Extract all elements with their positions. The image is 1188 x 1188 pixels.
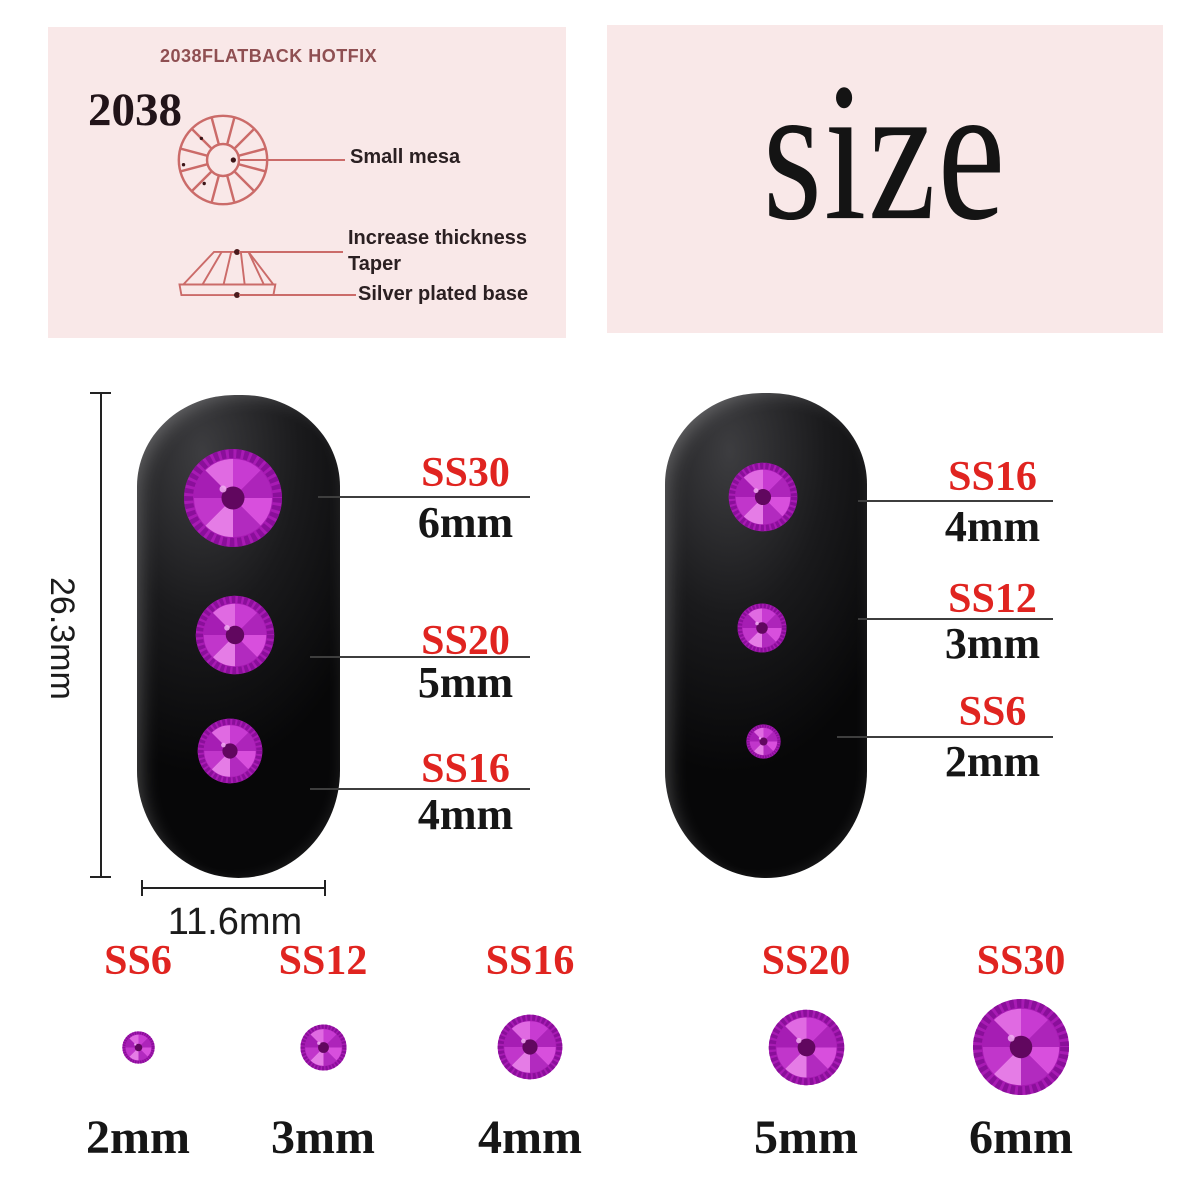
size-chart-ss-label: SS6 bbox=[104, 938, 172, 984]
leader-line-silver-base bbox=[239, 294, 356, 296]
marker-dot bbox=[234, 292, 240, 298]
callout-line bbox=[837, 736, 1053, 738]
callout-line bbox=[310, 656, 530, 658]
size-chart-column: SS16 4mm bbox=[450, 940, 610, 1162]
callout-ss-label: SS16 bbox=[421, 746, 510, 792]
size-chart-column: SS12 3mm bbox=[243, 940, 403, 1162]
callout-ss-label: SS20 bbox=[421, 618, 510, 664]
callout-line bbox=[858, 618, 1053, 620]
callout-ss-label: SS16 bbox=[948, 454, 1037, 500]
rhinestone-sample bbox=[450, 992, 610, 1102]
spec-panel: 2038FLATBACK HOTFIX 2038 Small mesa Incr… bbox=[48, 27, 566, 338]
dimension-tick bbox=[141, 880, 143, 896]
size-chart-column: SS30 6mm bbox=[941, 940, 1101, 1162]
rhinestone-ss30 bbox=[183, 448, 283, 548]
size-chart-ss-label: SS20 bbox=[761, 938, 851, 984]
rhinestone-ss12 bbox=[300, 1024, 347, 1071]
size-chart-column: SS20 5mm bbox=[726, 940, 886, 1162]
rhinestone-sample bbox=[726, 992, 886, 1102]
leader-line-small-mesa bbox=[240, 159, 345, 161]
size-panel: size bbox=[607, 25, 1163, 333]
rhinestone-ss6 bbox=[122, 1031, 155, 1064]
nail-width-label: 11.6mm bbox=[167, 901, 303, 943]
leader-line-increase-thickness bbox=[239, 251, 343, 253]
dimension-tick bbox=[90, 392, 111, 394]
rhinestone-ss12 bbox=[737, 603, 787, 653]
dimension-tick bbox=[324, 880, 326, 896]
callout-mm-label: 3mm bbox=[944, 619, 1041, 668]
rhinestone-sample bbox=[243, 992, 403, 1102]
rhinestone-sample bbox=[58, 992, 218, 1102]
callout-ss-label: SS30 bbox=[421, 450, 510, 496]
size-chart-mm-label: 5mm bbox=[754, 1111, 858, 1164]
rhinestone-ss16 bbox=[497, 1014, 563, 1080]
label-taper: Taper bbox=[348, 253, 401, 275]
nail-width-dimension-line bbox=[142, 887, 325, 889]
callout-mm-label: 2mm bbox=[944, 737, 1041, 786]
rhinestone-sample bbox=[941, 992, 1101, 1102]
label-silver-plated-base: Silver plated base bbox=[358, 283, 529, 305]
callout-line bbox=[318, 496, 530, 498]
size-chart-mm-label: 2mm bbox=[86, 1111, 190, 1164]
size-chart-ss-label: SS12 bbox=[278, 938, 368, 984]
size-chart-ss-label: SS16 bbox=[485, 938, 575, 984]
callout-line bbox=[310, 788, 530, 790]
size-chart-mm-label: 4mm bbox=[478, 1111, 582, 1164]
label-increase-thickness: Increase thickness bbox=[348, 227, 527, 249]
callout-mm-label: 4mm bbox=[944, 502, 1041, 551]
rhinestone-ss20 bbox=[768, 1009, 845, 1086]
size-title: size bbox=[762, 42, 1008, 261]
callout-line bbox=[858, 500, 1053, 502]
size-chart-mm-label: 6mm bbox=[969, 1111, 1073, 1164]
spec-panel-header: 2038FLATBACK HOTFIX bbox=[160, 46, 378, 66]
rhinestone-ss30 bbox=[972, 998, 1070, 1096]
rhinestone-ss16 bbox=[728, 462, 798, 532]
size-chart-ss-label: SS30 bbox=[976, 938, 1066, 984]
nail-height-dimension-line bbox=[100, 393, 102, 878]
model-number: 2038 bbox=[88, 84, 182, 136]
callout-ss-label: SS6 bbox=[958, 689, 1027, 735]
callout-mm-label: 4mm bbox=[417, 790, 514, 839]
nail-height-label: 26.3mm bbox=[43, 577, 81, 700]
rhinestone-ss20 bbox=[195, 595, 275, 675]
dimension-tick bbox=[90, 876, 111, 878]
callout-ss-label: SS12 bbox=[948, 576, 1037, 622]
size-chart-column: SS6 2mm bbox=[58, 940, 218, 1162]
marker-dot bbox=[234, 249, 240, 255]
rhinestone-ss6 bbox=[746, 724, 781, 759]
callout-mm-label: 6mm bbox=[417, 498, 514, 547]
label-small-mesa: Small mesa bbox=[350, 146, 461, 168]
callout-mm-label: 5mm bbox=[417, 658, 514, 707]
size-chart-mm-label: 3mm bbox=[271, 1111, 375, 1164]
rhinestone-ss16 bbox=[197, 718, 263, 784]
